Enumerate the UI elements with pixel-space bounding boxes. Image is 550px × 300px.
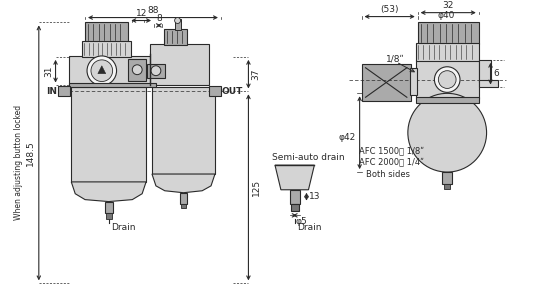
Bar <box>444 184 450 189</box>
Text: AFC 1500： 1/8ʺ: AFC 1500： 1/8ʺ <box>359 146 424 155</box>
Text: OUT: OUT <box>222 87 243 96</box>
Polygon shape <box>152 174 215 193</box>
Circle shape <box>408 93 487 172</box>
Text: 148.5: 148.5 <box>26 140 35 166</box>
Bar <box>150 44 209 86</box>
Bar <box>478 80 498 87</box>
Bar <box>128 59 146 80</box>
Bar <box>147 64 165 78</box>
Text: When adjusting button locked: When adjusting button locked <box>14 105 23 220</box>
Bar <box>410 68 417 95</box>
Text: 8: 8 <box>156 14 162 23</box>
Text: Drain: Drain <box>296 223 321 232</box>
Text: 88: 88 <box>147 6 159 15</box>
Text: 32: 32 <box>443 1 454 10</box>
Circle shape <box>133 65 142 75</box>
Circle shape <box>174 18 180 23</box>
Bar <box>72 87 146 182</box>
Circle shape <box>91 60 113 82</box>
Bar <box>106 213 112 219</box>
Circle shape <box>87 56 117 85</box>
Text: 12: 12 <box>135 9 147 18</box>
Bar <box>478 60 491 82</box>
Text: Semi-auto drain: Semi-auto drain <box>272 153 345 162</box>
Bar <box>82 41 131 57</box>
Text: 13: 13 <box>309 192 320 201</box>
Bar <box>442 172 452 184</box>
Bar <box>164 29 188 45</box>
Bar <box>85 22 128 42</box>
Text: 1/8ʺ: 1/8ʺ <box>386 54 405 63</box>
Bar <box>417 22 478 44</box>
Text: AFC 2000： 1/4ʺ: AFC 2000： 1/4ʺ <box>359 158 424 167</box>
Text: φ42: φ42 <box>338 133 356 142</box>
Bar <box>416 60 478 99</box>
Circle shape <box>434 67 460 92</box>
Text: φ40: φ40 <box>438 11 455 20</box>
Bar <box>174 19 180 30</box>
Text: IN: IN <box>47 87 58 96</box>
Text: 125: 125 <box>252 179 261 196</box>
Text: 31: 31 <box>44 65 53 77</box>
Bar <box>179 193 188 204</box>
Bar <box>69 56 156 85</box>
Polygon shape <box>275 165 315 190</box>
Text: 6: 6 <box>493 69 499 78</box>
Bar <box>209 86 221 96</box>
Bar <box>416 43 478 61</box>
Text: Both sides: Both sides <box>366 169 410 178</box>
Bar <box>152 87 215 174</box>
Text: 37: 37 <box>251 68 260 80</box>
Polygon shape <box>72 182 146 202</box>
Circle shape <box>151 66 161 76</box>
Bar <box>58 86 70 96</box>
Polygon shape <box>98 66 106 74</box>
Circle shape <box>438 71 456 88</box>
Bar <box>290 190 300 204</box>
Text: Drain: Drain <box>111 223 135 232</box>
Bar <box>180 204 186 208</box>
Bar <box>104 202 113 213</box>
Text: φ5: φ5 <box>296 217 307 226</box>
Bar <box>416 97 478 103</box>
Text: (53): (53) <box>381 5 399 14</box>
Bar <box>291 204 299 212</box>
Bar <box>69 83 156 87</box>
Bar <box>361 64 411 101</box>
